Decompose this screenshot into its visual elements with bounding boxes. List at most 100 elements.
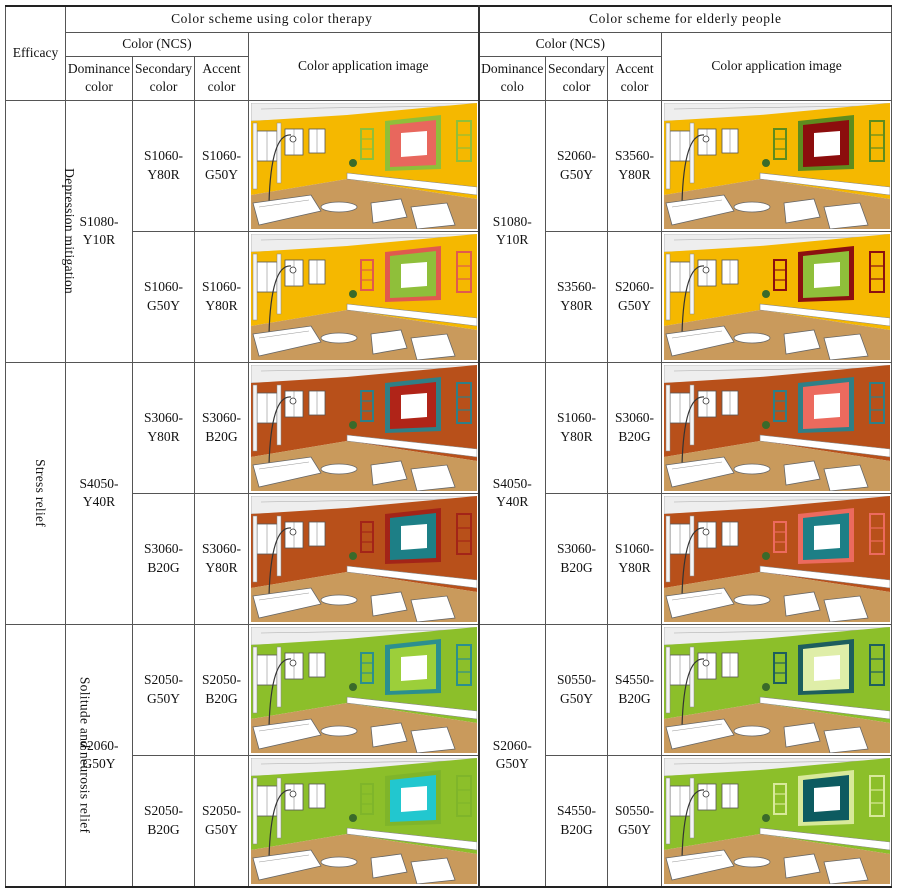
elderly-ncs-header: Color (NCS) [477, 31, 663, 57]
therapy-color-application-image [247, 99, 480, 232]
armchair [410, 726, 456, 753]
sideboard [346, 827, 477, 850]
armchair [783, 329, 821, 354]
sofa [665, 718, 735, 749]
therapy-secondary-cell: S2050- B20G [132, 754, 195, 887]
elderly-dominance-header: Dominance colo [477, 55, 547, 101]
armchair [783, 591, 821, 616]
ceiling-beam [674, 105, 865, 109]
curtain [252, 777, 258, 844]
wall-shelf-right [456, 774, 472, 817]
therapy-accent-cell: S2050- B20G [194, 623, 249, 756]
sofa-cushion [258, 199, 310, 207]
curtain [276, 515, 282, 576]
wall-shelf [773, 389, 788, 422]
armchair [823, 464, 869, 491]
elderly-color-application-image [661, 230, 893, 363]
therapy-accent-cell: S2050- G50Y [194, 754, 249, 887]
wall-shelf-right [456, 119, 472, 162]
elderly-secondary-cell: S2060- G50Y [545, 99, 609, 232]
wall-shelf [773, 258, 788, 291]
armchair [823, 726, 869, 753]
armchair [410, 202, 456, 229]
sofa [665, 194, 735, 225]
armchair [370, 722, 408, 747]
floor-lamp [681, 264, 705, 334]
lamp-shade [702, 135, 710, 142]
sideboard [759, 172, 891, 195]
therapy-accent-cell: S3060- B20G [194, 361, 249, 494]
room-render [251, 233, 477, 360]
armchair [410, 857, 456, 884]
wall-shelf [773, 127, 788, 160]
coffee-table [320, 201, 358, 212]
sofa-cushion [671, 330, 723, 338]
curtain [252, 253, 258, 320]
sofa [252, 587, 322, 618]
room-render [664, 495, 891, 622]
sofa [665, 456, 735, 487]
sofa-cushion [258, 854, 310, 862]
wall-shelf [360, 127, 374, 160]
lamp-shade [289, 659, 297, 666]
curtain [276, 777, 282, 838]
room-render [664, 233, 891, 360]
curtain [252, 384, 258, 451]
therapy-secondary-cell: S3060- Y80R [132, 361, 195, 494]
wall-shelf-right [869, 250, 886, 293]
whiteboard [814, 654, 841, 681]
elderly-secondary-cell: S4550- B20G [545, 754, 609, 887]
whiteboard [814, 130, 841, 157]
elderly-accent-cell: S4550- B20G [607, 623, 663, 756]
plant [762, 289, 771, 298]
efficacy-label: Stress relief [33, 458, 49, 528]
whiteboard [814, 785, 841, 812]
therapy-dominance-header: Dominance color [65, 55, 133, 101]
elderly-color-application-image [661, 492, 893, 625]
ceiling-beam [260, 760, 452, 764]
armchair [410, 595, 456, 622]
wall-shelf-right [456, 381, 472, 424]
therapy-dominance-cell: S1080- Y10R [65, 99, 133, 363]
floor-lamp [681, 395, 705, 465]
therapy-accent-cell: S1060- G50Y [194, 99, 249, 232]
plant [349, 158, 357, 167]
lamp-shade [702, 659, 710, 666]
coffee-table [320, 725, 358, 736]
elderly-accent-cell: S2060- G50Y [607, 230, 663, 363]
curtain [276, 384, 282, 445]
therapy-color-application-image [247, 361, 480, 494]
sideboard [759, 303, 891, 326]
armchair [410, 464, 456, 491]
therapy-accent-cell: S1060- Y80R [194, 230, 249, 363]
armchair [370, 198, 408, 223]
curtain [665, 646, 671, 713]
elderly-color-application-image [661, 361, 893, 494]
table-row: Depression mitigation S1080- Y10R S1060-… [5, 99, 893, 363]
sofa [252, 325, 322, 356]
lamp-shade [289, 135, 297, 142]
elderly-secondary-header: Secondary color [545, 55, 609, 101]
elderly-dominance-cell: S1080- Y10R [477, 99, 547, 363]
room-render [664, 102, 891, 229]
room-render [664, 757, 891, 884]
elderly-accent-header: Accent color [607, 55, 663, 101]
armchair [370, 591, 408, 616]
elderly-group-header: Color scheme for elderly people [477, 5, 893, 33]
efficacy-cell: Stress relief [5, 361, 66, 625]
armchair [783, 722, 821, 747]
ceiling-beam [674, 629, 865, 633]
lamp-shade [289, 397, 297, 404]
sideboard [759, 565, 891, 588]
whiteboard [401, 261, 427, 288]
sideboard [759, 696, 891, 719]
room-render [251, 626, 477, 753]
elderly-accent-cell: S0550- G50Y [607, 754, 663, 887]
therapy-secondary-header: Secondary color [132, 55, 195, 101]
sofa [665, 325, 735, 356]
ceiling-beam [260, 629, 452, 633]
floor-lamp [681, 526, 705, 596]
lamp-shade [702, 397, 710, 404]
floor-lamp [268, 788, 292, 858]
curtain [665, 253, 671, 320]
